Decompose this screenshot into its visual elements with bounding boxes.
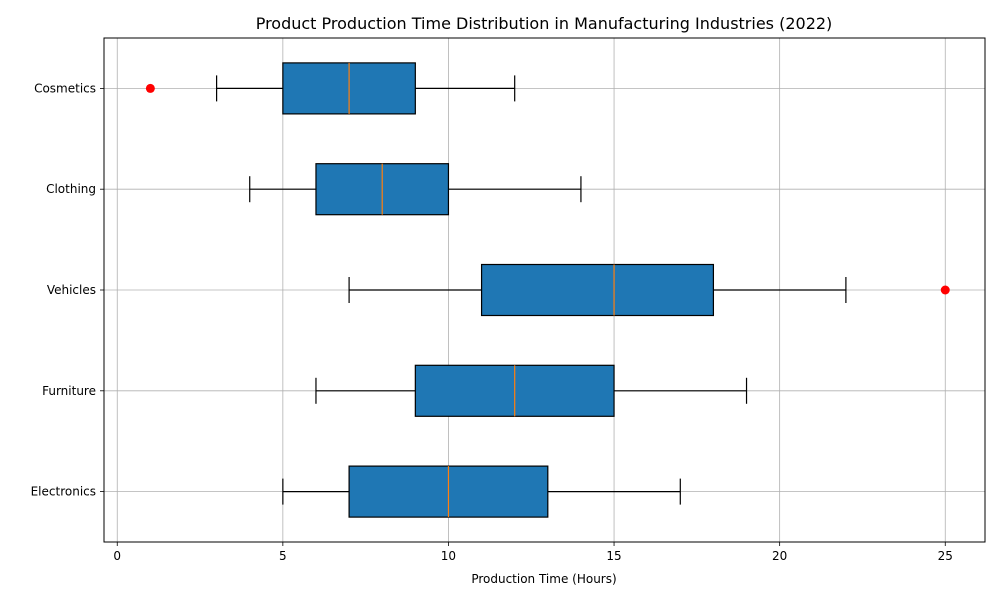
y-axis-ticks: Electronics Furniture Vehicles Clothing Cosm… — [31, 81, 104, 498]
x-tick-label: 15 — [606, 549, 621, 563]
y-tick-label: Vehicles — [47, 283, 96, 297]
y-tick-label: Furniture — [42, 384, 96, 398]
x-tick-label: 25 — [938, 549, 953, 563]
iqr-box — [482, 265, 714, 316]
x-tick-label: 10 — [441, 549, 456, 563]
y-tick-label: Electronics — [31, 485, 96, 499]
outlier-point — [941, 286, 950, 295]
outlier-point — [146, 84, 155, 93]
box-furniture — [316, 365, 747, 416]
chart-title: Product Production Time Distribution in … — [256, 14, 833, 33]
box-clothing — [250, 164, 581, 215]
y-tick-label: Cosmetics — [34, 81, 96, 95]
box-electronics — [283, 466, 680, 517]
x-tick-label: 5 — [279, 549, 287, 563]
x-tick-label: 20 — [772, 549, 787, 563]
x-axis-label: Production Time (Hours) — [471, 572, 616, 586]
x-tick-label: 0 — [113, 549, 121, 563]
x-axis-ticks: 0 5 10 15 20 25 — [113, 542, 952, 563]
y-tick-label: Clothing — [46, 182, 96, 196]
